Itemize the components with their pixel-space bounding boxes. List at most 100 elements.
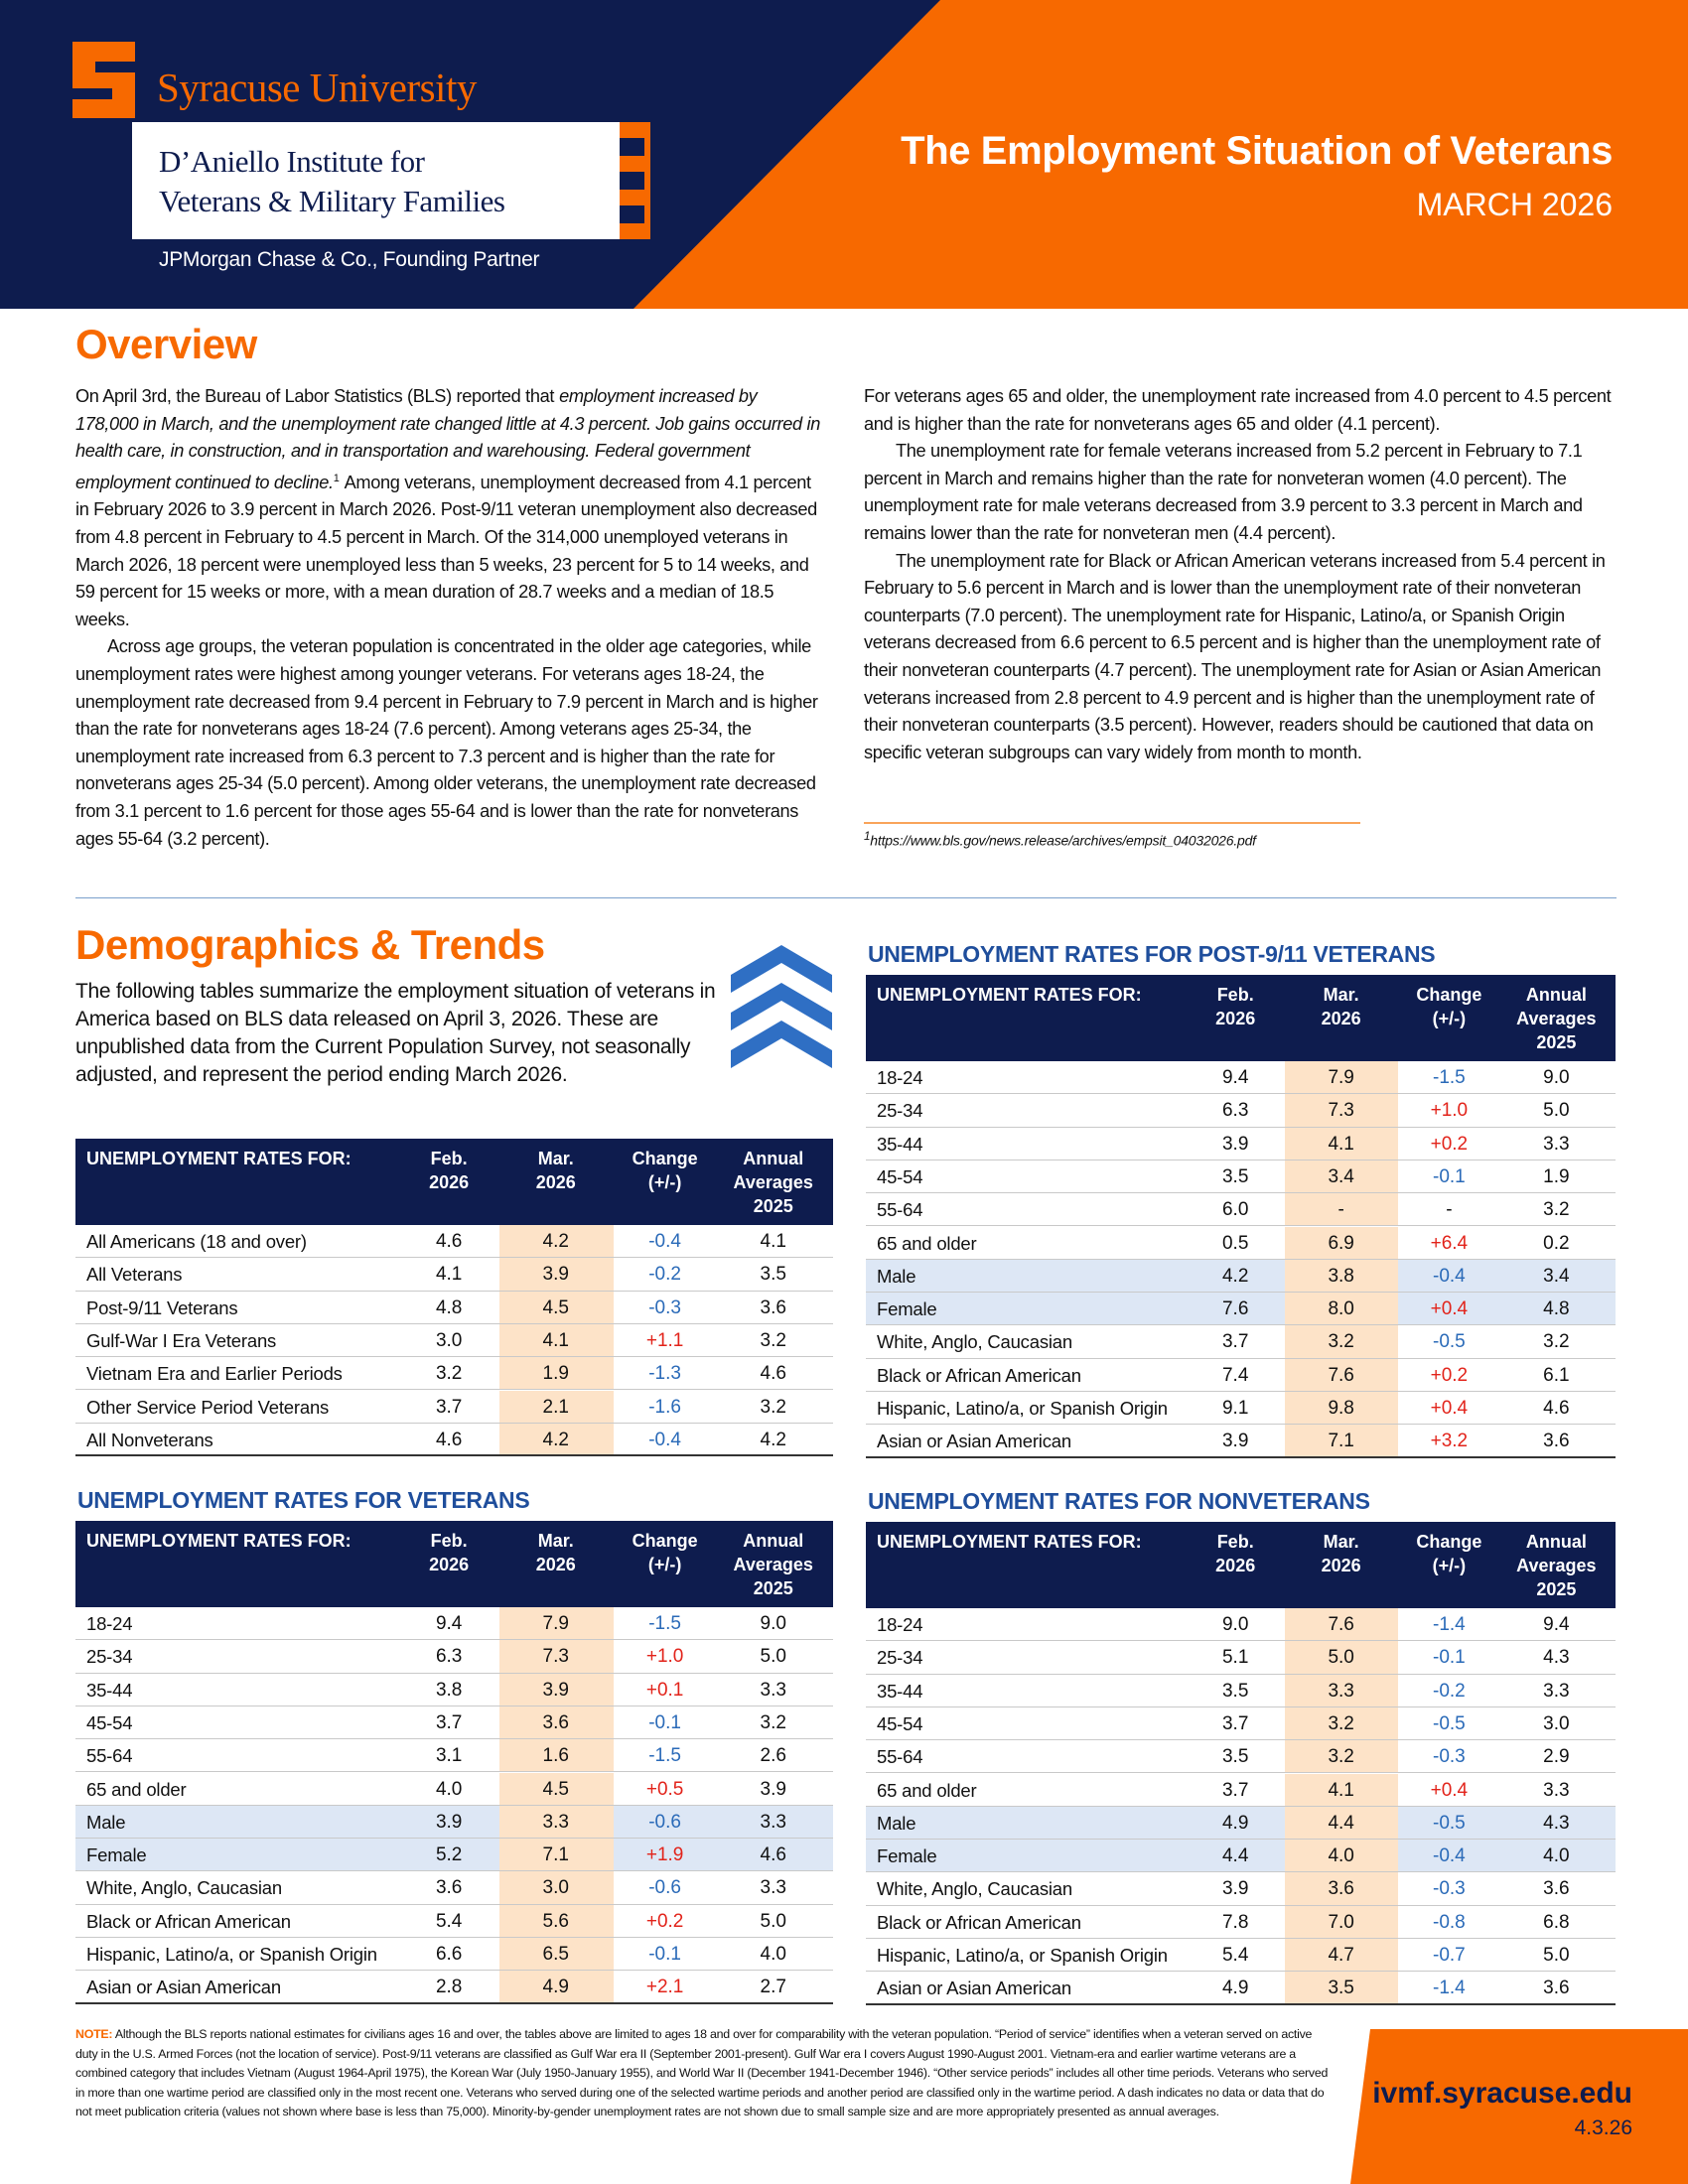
cell-value: 7.3	[542, 1646, 569, 1668]
mar-highlight	[1285, 1325, 1399, 1358]
table-row: Asian or Asian American 3.9 7.1 +3.2 3.6	[866, 1425, 1616, 1458]
cell-value: 2.6	[760, 1745, 786, 1767]
row-label: Female	[86, 1844, 147, 1866]
paragraph: The unemployment rate for Black or Afric…	[864, 550, 1606, 762]
header-cell: UNEMPLOYMENT RATES FOR:	[86, 1531, 352, 1551]
row-label: All Americans (18 and over)	[86, 1231, 307, 1252]
mar-highlight	[1285, 1259, 1399, 1293]
cell-value: 2.1	[542, 1396, 569, 1418]
table-row: Hispanic, Latino/a, or Spanish Origin 9.1…	[866, 1392, 1616, 1426]
cell-value: 3.3	[760, 1877, 786, 1899]
mar-highlight	[1285, 1972, 1399, 2004]
table-row: Asian or Asian American 4.9 3.5 -1.4 3.6	[866, 1972, 1616, 2005]
cell-value: 7.6	[1328, 1364, 1354, 1386]
header-cell: Feb. 2026	[1215, 985, 1256, 1028]
row-label: 25-34	[877, 1647, 923, 1669]
cell-value: -0.5	[1433, 1331, 1466, 1353]
cell-value: 3.2	[1328, 1712, 1354, 1734]
header-cell: Annual Averages 2025	[1516, 1532, 1597, 1599]
table: UNEMPLOYMENT RATES FOR: Feb. 2026 Mar. 202…	[75, 1521, 833, 2004]
cell-value: 4.0	[760, 1944, 786, 1965]
cell-value: -0.6	[648, 1877, 681, 1899]
mar-highlight	[1285, 1706, 1399, 1740]
cell-value: -1.5	[648, 1613, 681, 1634]
cell-value: 3.9	[542, 1264, 569, 1286]
cell-value: 3.7	[435, 1396, 463, 1418]
page-subtitle: MARCH 2026	[1416, 187, 1613, 222]
cell-value: 5.0	[1543, 1945, 1570, 1966]
section-heading: Overview	[75, 321, 257, 367]
institute-line: D’Aniello Institute for	[159, 144, 425, 179]
cell-value: 4.2	[542, 1429, 569, 1450]
header-cell: UNEMPLOYMENT RATES FOR:	[877, 1532, 1142, 1552]
cell-value: 3.2	[760, 1396, 786, 1418]
cell-value: -0.4	[648, 1231, 681, 1252]
row-label: Gulf-War I Era Veterans	[86, 1329, 277, 1351]
cell-value: 5.0	[1328, 1647, 1354, 1669]
table-row: Male 4.9 4.4 -0.5 4.3	[866, 1806, 1616, 1841]
mar-highlight	[1285, 1193, 1399, 1226]
cell-value: 4.1	[1328, 1779, 1354, 1801]
row-label: 45-54	[877, 1712, 923, 1734]
cell-value: 3.3	[760, 1811, 786, 1833]
cell-value: 2.7	[760, 1977, 786, 1998]
mar-highlight	[1285, 1905, 1399, 1938]
row-label: 55-64	[877, 1746, 923, 1768]
row-label: Black or African American	[86, 1910, 291, 1932]
cell-value: 3.9	[1221, 1431, 1249, 1452]
stripe	[620, 122, 644, 138]
mar-highlight	[1285, 1806, 1399, 1840]
row-label: Asian or Asian American	[877, 1431, 1071, 1452]
table-row: Male 3.9 3.3 -0.6 3.3	[75, 1805, 833, 1840]
row-label: 45-54	[877, 1165, 923, 1187]
mar-highlight	[498, 1772, 614, 1805]
cell-value: 4.8	[1543, 1298, 1570, 1320]
cell-value: 5.4	[435, 1910, 463, 1932]
mar-highlight	[1285, 1641, 1399, 1674]
overview-left: On April 3rd, the Bureau of Labor Statis…	[75, 383, 824, 853]
mar-highlight	[498, 1938, 614, 1971]
cell-value: -0.1	[648, 1944, 681, 1965]
header-cell: Annual Averages 2025	[733, 1149, 813, 1216]
mar-highlight	[498, 1607, 614, 1640]
mar-highlight	[1285, 1674, 1399, 1706]
cell-value: 3.6	[760, 1297, 786, 1318]
cell-value: 3.6	[1543, 1431, 1570, 1452]
footnote-rule	[864, 822, 1360, 824]
cell-value: 4.2	[542, 1231, 569, 1252]
row-label: Hispanic, Latino/a, or Spanish Origin	[877, 1945, 1168, 1966]
mar-highlight	[1285, 1226, 1399, 1259]
table-row: 45-54 3.7 3.2 -0.5 3.0	[866, 1706, 1616, 1741]
overview-right: For veterans ages 65 and older, the unem…	[864, 383, 1617, 766]
s-logo-notch	[72, 88, 112, 99]
cell-value: 3.6	[1543, 1878, 1570, 1900]
cell-value: -	[1446, 1199, 1453, 1221]
cell-value: 7.9	[1328, 1067, 1354, 1088]
cell-value: 3.5	[760, 1264, 786, 1286]
cell-value: 6.6	[435, 1944, 463, 1965]
mar-highlight	[1285, 1425, 1399, 1457]
cell-value: 3.5	[1328, 1978, 1354, 1999]
cell-value: -0.1	[1433, 1165, 1466, 1187]
cell-value: 4.0	[435, 1778, 463, 1800]
table-bottom-rule	[866, 2002, 1616, 2005]
cell-value: -0.5	[1433, 1712, 1466, 1734]
cell-value: 4.9	[542, 1977, 569, 1998]
cell-value: 3.6	[1543, 1978, 1570, 1999]
mar-highlight	[498, 1423, 614, 1456]
header-cell: Change (+/-)	[632, 1149, 698, 1192]
cell-value: 4.1	[1328, 1133, 1354, 1155]
cell-value: -1.4	[1433, 1978, 1466, 1999]
cell-value: 3.9	[1221, 1133, 1249, 1155]
cell-value: 3.0	[435, 1329, 463, 1351]
cell-value: +0.4	[1430, 1298, 1469, 1320]
table-row: 65 and older 0.5 6.9 +6.4 0.2	[866, 1226, 1616, 1260]
row-label: Hispanic, Latino/a, or Spanish Origin	[86, 1944, 377, 1965]
cell-value: 4.1	[542, 1329, 569, 1351]
row-label: Other Service Period Veterans	[86, 1396, 330, 1418]
cell-value: 5.0	[1543, 1100, 1570, 1122]
cell-value: 0.5	[1221, 1232, 1249, 1254]
chevron	[731, 983, 832, 1030]
row-label: 18-24	[86, 1613, 133, 1634]
cell-value: 3.2	[760, 1329, 786, 1351]
